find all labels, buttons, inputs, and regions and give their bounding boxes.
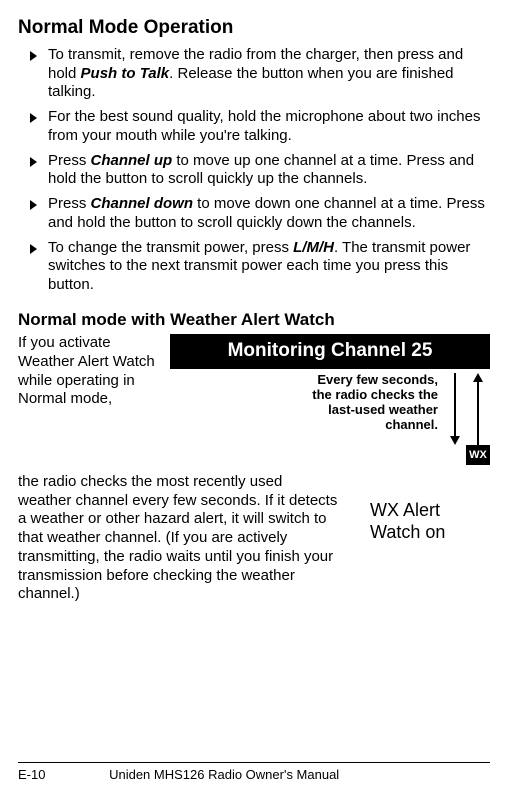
list-item: Press Channel up to move up one channel … [18,152,490,190]
text: For the best sound quality, hold the mic… [48,108,481,144]
emphasis: L/M/H [293,239,334,256]
text: Press [48,152,91,169]
list-item: To transmit, remove the radio from the c… [18,46,490,102]
monitor-bar: Monitoring Channel 25 [170,334,490,369]
arrow-line [454,373,456,437]
wx-intro-text: If you activate Weather Alert Watch whil… [18,334,158,409]
figure-caption: Every few seconds, the radio checks the … [308,373,438,433]
page-number: E-10 [18,767,45,783]
arrow-down-icon [450,436,460,445]
emphasis: Channel down [91,195,194,212]
arrows-area: Every few seconds, the radio checks the … [170,373,490,473]
wx-alert-label: WX Alert Watch on [370,500,490,543]
wx-body-text: the radio checks the most recently used … [18,473,338,604]
arrow-up-icon [473,373,483,382]
list-item: For the best sound quality, hold the mic… [18,108,490,146]
wx-box-icon: WX [466,445,490,465]
bullet-list: To transmit, remove the radio from the c… [18,46,490,295]
text: Press [48,195,91,212]
footer: E-10 Uniden MHS126 Radio Owner's Manual [18,762,490,783]
list-item: Press Channel down to move down one chan… [18,195,490,233]
wx-figure: Monitoring Channel 25 Every few seconds,… [170,334,490,473]
wx-section: Monitoring Channel 25 Every few seconds,… [18,334,490,604]
emphasis: Channel up [91,152,173,169]
page-title: Normal Mode Operation [18,16,490,40]
text: To change the transmit power, press [48,239,293,256]
emphasis: Push to Talk [81,65,170,82]
list-item: To change the transmit power, press L/M/… [18,239,490,295]
manual-title: Uniden MHS126 Radio Owner's Manual [109,767,339,783]
section-heading: Normal mode with Weather Alert Watch [18,309,490,330]
arrow-line [477,381,479,445]
